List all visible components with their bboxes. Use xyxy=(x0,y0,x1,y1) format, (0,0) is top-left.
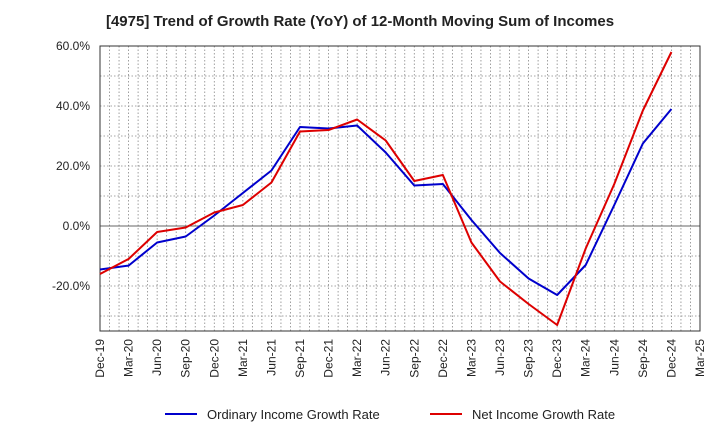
legend-label: Net Income Growth Rate xyxy=(472,407,615,422)
x-tick-label: Sep-20 xyxy=(179,339,193,378)
y-tick-label: 60.0% xyxy=(56,39,90,53)
x-tick-label: Sep-21 xyxy=(293,339,307,378)
y-tick-label: 40.0% xyxy=(56,99,90,113)
series-layer xyxy=(99,51,673,326)
x-tick-label: Jun-21 xyxy=(264,339,278,376)
series-line-2 xyxy=(99,51,673,326)
grid-layer xyxy=(100,45,700,331)
legend-label: Ordinary Income Growth Rate xyxy=(207,407,380,422)
y-tick-label: 0.0% xyxy=(63,219,91,233)
axis-layer: 60.0% 40.0% 20.0% 0.0% -20.0% Dec-19 Mar-20 Jun… xyxy=(52,39,707,378)
y-tick-label: -20.0% xyxy=(52,279,90,293)
legend: Ordinary Income Growth Rate Net Income Gr… xyxy=(165,407,615,422)
x-tick-label: Sep-22 xyxy=(407,339,421,378)
x-tick-label: Mar-22 xyxy=(350,339,364,377)
x-tick-label: Dec-19 xyxy=(93,339,107,378)
x-tick-label: Dec-20 xyxy=(207,339,221,378)
plot-area xyxy=(100,46,700,331)
x-tick-label: Dec-24 xyxy=(664,339,678,378)
x-tick-label: Dec-22 xyxy=(436,339,450,378)
x-tick-label: Jun-23 xyxy=(493,339,507,376)
x-tick-label: Mar-21 xyxy=(236,339,250,377)
x-tick-label: Mar-20 xyxy=(122,339,136,377)
x-tick-label: Mar-23 xyxy=(464,339,478,377)
chart-title: [4975] Trend of Growth Rate (YoY) of 12-… xyxy=(105,13,615,30)
plot-border xyxy=(99,45,701,332)
x-tick-label: Jun-22 xyxy=(379,339,393,376)
x-tick-label: Dec-21 xyxy=(322,339,336,378)
x-tick-label: Sep-24 xyxy=(636,339,650,378)
x-tick-label: Mar-24 xyxy=(579,339,593,377)
x-tick-label: Mar-25 xyxy=(693,339,707,377)
x-tick-label: Jun-20 xyxy=(150,339,164,376)
x-tick-label: Dec-23 xyxy=(550,339,564,378)
y-tick-label: 20.0% xyxy=(56,159,90,173)
x-tick-label: Sep-23 xyxy=(522,339,536,378)
x-tick-label: Jun-24 xyxy=(607,339,621,376)
